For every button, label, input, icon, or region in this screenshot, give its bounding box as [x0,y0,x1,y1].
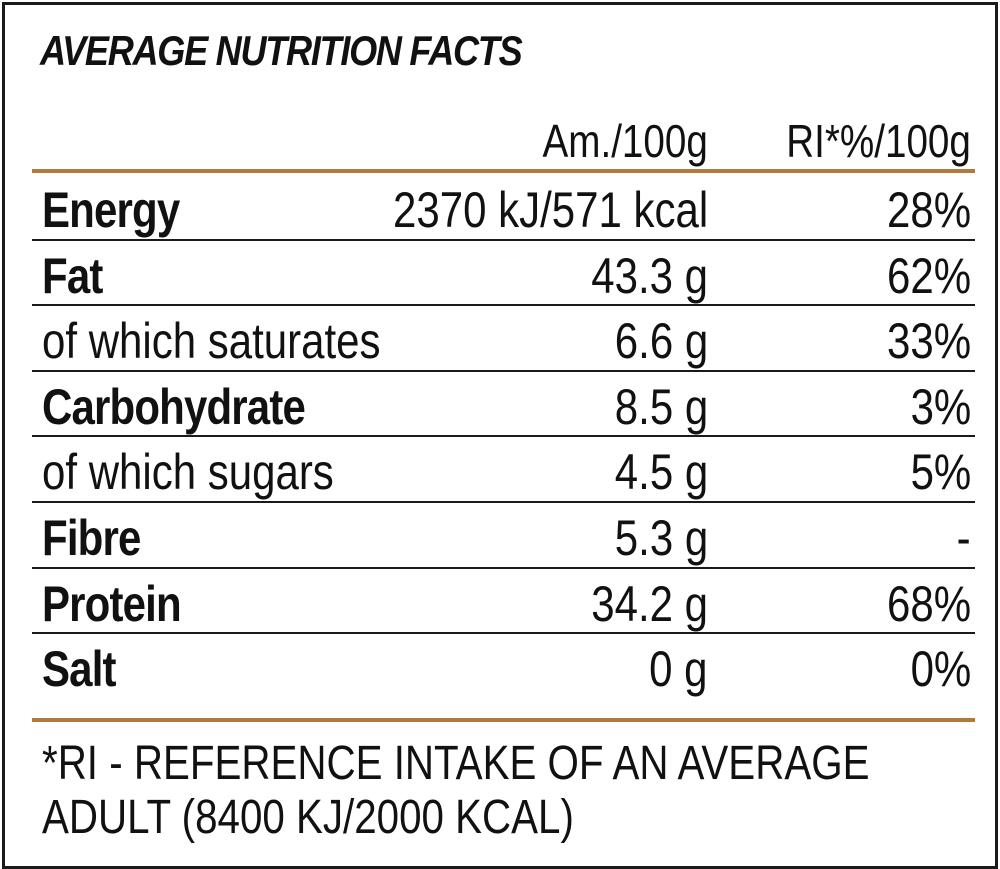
header-divider [32,169,975,173]
reference-intake-footnote: *RI - REFERENCE INTAKE OF AN AVERAGE ADU… [42,737,966,845]
table-row: Salt 0 g 0% [5,634,995,700]
nutrient-name: Protein [42,575,182,632]
table-row: Energy 2370 kJ/571 kcal 28% [5,175,995,241]
footnote-line-1: *RI - REFERENCE INTAKE OF AN AVERAGE [42,737,870,790]
nutrient-name: of which sugars [42,444,334,501]
nutrient-ri: 5% [910,444,971,501]
table-row: of which saturates 6.6 g 33% [5,306,995,372]
column-header-ri: RI*%/100g [786,115,971,167]
nutrient-ri: 68% [886,575,971,632]
nutrient-amount: 2370 kJ/571 kcal [392,182,708,238]
nutrient-table: Energy 2370 kJ/571 kcal 28% Fat 43.3 g 6… [5,175,995,700]
nutrient-ri: 28% [886,182,971,238]
panel-title: AVERAGE NUTRITION FACTS [40,27,523,74]
table-row: of which sugars 4.5 g 5% [5,437,995,503]
nutrient-amount: 6.6 g [614,313,708,370]
column-header-row: Am./100g RI*%/100g [5,113,995,169]
table-row: Protein 34.2 g 68% [5,569,995,635]
table-row: Carbohydrate 8.5 g 3% [5,372,995,438]
nutrient-name: of which saturates [42,313,381,370]
nutrient-amount: 5.3 g [614,509,708,566]
nutrient-name: Fat [42,247,103,304]
nutrient-ri: - [957,509,971,566]
nutrient-name: Fibre [42,509,141,566]
nutrient-amount: 8.5 g [614,378,708,435]
nutrient-name: Carbohydrate [42,378,306,435]
nutrient-name: Salt [42,641,117,698]
table-row: Fibre 5.3 g - [5,503,995,569]
nutrient-ri: 33% [886,313,971,370]
nutrient-ri: 3% [910,378,971,435]
column-header-amount: Am./100g [542,115,708,167]
nutrient-name: Energy [42,182,180,238]
nutrient-ri: 62% [886,247,971,304]
nutrient-amount: 4.5 g [614,444,708,501]
footer-divider [32,718,975,722]
table-row: Fat 43.3 g 62% [5,241,995,307]
nutrient-amount: 34.2 g [591,575,708,632]
nutrient-amount: 0 g [649,641,708,698]
nutrient-ri: 0% [910,641,971,698]
footnote-line-2: ADULT (8400 KJ/2000 KCAL) [42,791,574,844]
nutrient-amount: 43.3 g [591,247,708,304]
